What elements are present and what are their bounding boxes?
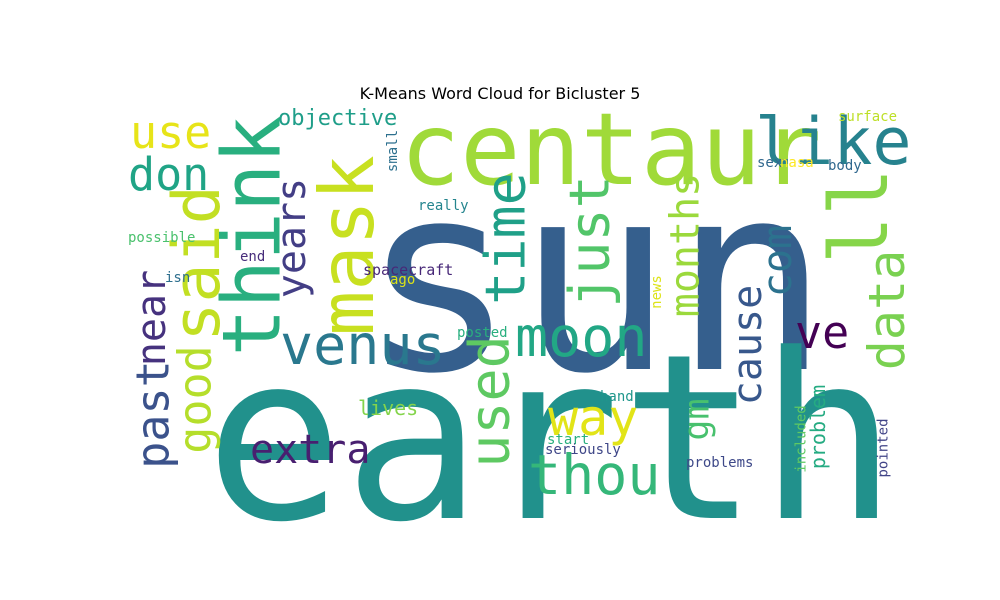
word-spacecraft: spacecraft	[363, 261, 454, 279]
word-ago: ago	[390, 272, 416, 288]
word-don: don	[128, 148, 210, 201]
word-end: end	[240, 249, 266, 265]
word-isn: isn	[165, 270, 191, 286]
word-moon: moon	[515, 305, 648, 369]
word-problem: problem	[806, 384, 831, 470]
word-months: months	[661, 172, 708, 317]
word-seriously: seriously	[545, 442, 621, 458]
word-good: good	[168, 344, 222, 454]
word-way: way	[548, 389, 639, 447]
word-earth: earth	[205, 306, 898, 573]
word-possible: possible	[128, 230, 196, 246]
word-objective: objective	[278, 106, 398, 131]
word-included: included	[793, 404, 810, 473]
word-used: used	[457, 334, 522, 468]
word-sun: sun	[360, 129, 830, 431]
word-data: data	[858, 249, 917, 371]
word-pointed: pointed	[875, 417, 892, 478]
word-sex: sex	[757, 155, 783, 171]
word-problems: problems	[686, 455, 754, 471]
word-start: start	[547, 432, 590, 448]
word-body: body	[828, 158, 862, 174]
word-time: time	[473, 171, 538, 305]
word-mask: mask	[302, 155, 391, 336]
word-gm: gm	[677, 397, 718, 441]
word-posted: posted	[457, 325, 508, 341]
word-thou: thou	[528, 443, 661, 507]
word-years: years	[269, 177, 316, 299]
word-nasa: nasa	[780, 155, 814, 171]
word-venus: venus	[280, 313, 446, 377]
word-like: like	[755, 105, 912, 180]
word-ve: ve	[795, 306, 850, 359]
chart-title: K-Means Word Cloud for Bicluster 5	[359, 84, 641, 103]
word-small: small	[385, 129, 402, 173]
word-really: really	[418, 198, 469, 214]
word-centaur: centaur	[400, 91, 822, 208]
word-use: use	[130, 106, 212, 159]
word-cause: cause	[725, 284, 772, 406]
word-surface: surface	[838, 109, 898, 125]
word-just: just	[557, 174, 622, 308]
word-lives: lives	[358, 396, 419, 420]
word-hand: hand	[600, 389, 634, 405]
word-extra: extra	[250, 427, 371, 473]
word-news: news	[648, 275, 665, 309]
